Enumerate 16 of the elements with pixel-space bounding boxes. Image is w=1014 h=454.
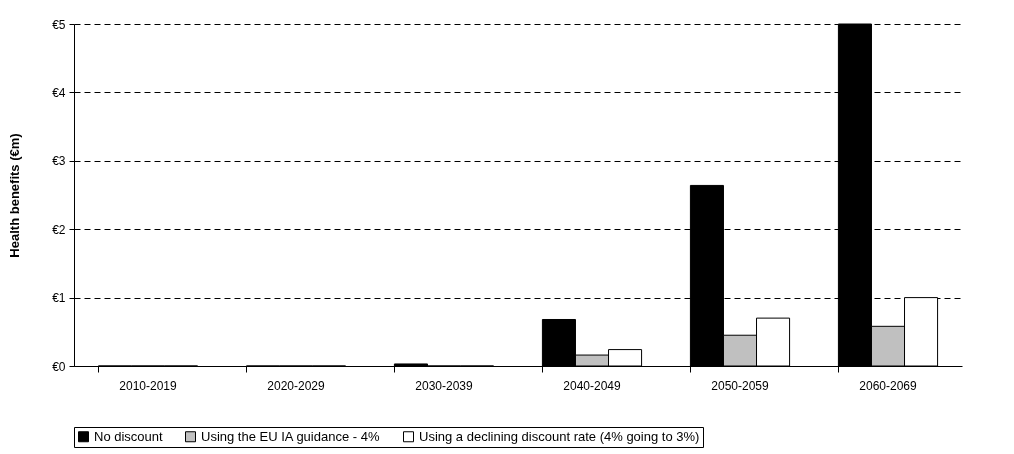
y-axis-title: Health benefits (€m) [7,133,23,258]
x-tick-label: 2060-2069 [859,378,918,393]
y-tick-label: €1 [52,291,66,306]
x-tick-label: 2020-2029 [267,378,326,393]
y-tick-label: €2 [52,222,66,237]
legend-label: No discount [94,428,164,444]
x-tick-label: 2030-2039 [415,378,474,393]
x-tick-label: 2010-2019 [119,378,178,393]
y-tick-label: €4 [52,85,66,100]
x-tick-label: 2040-2049 [563,378,622,393]
x-tick-label: 2050-2059 [711,378,770,393]
y-tick-label: €0 [52,359,66,374]
y-tick-label: €3 [52,154,66,169]
y-tick-label: €5 [52,17,66,32]
legend-label: Using the EU IA guidance - 4% [201,428,380,444]
legend-label: Using a declining discount rate (4% going to 3%) [419,428,700,444]
